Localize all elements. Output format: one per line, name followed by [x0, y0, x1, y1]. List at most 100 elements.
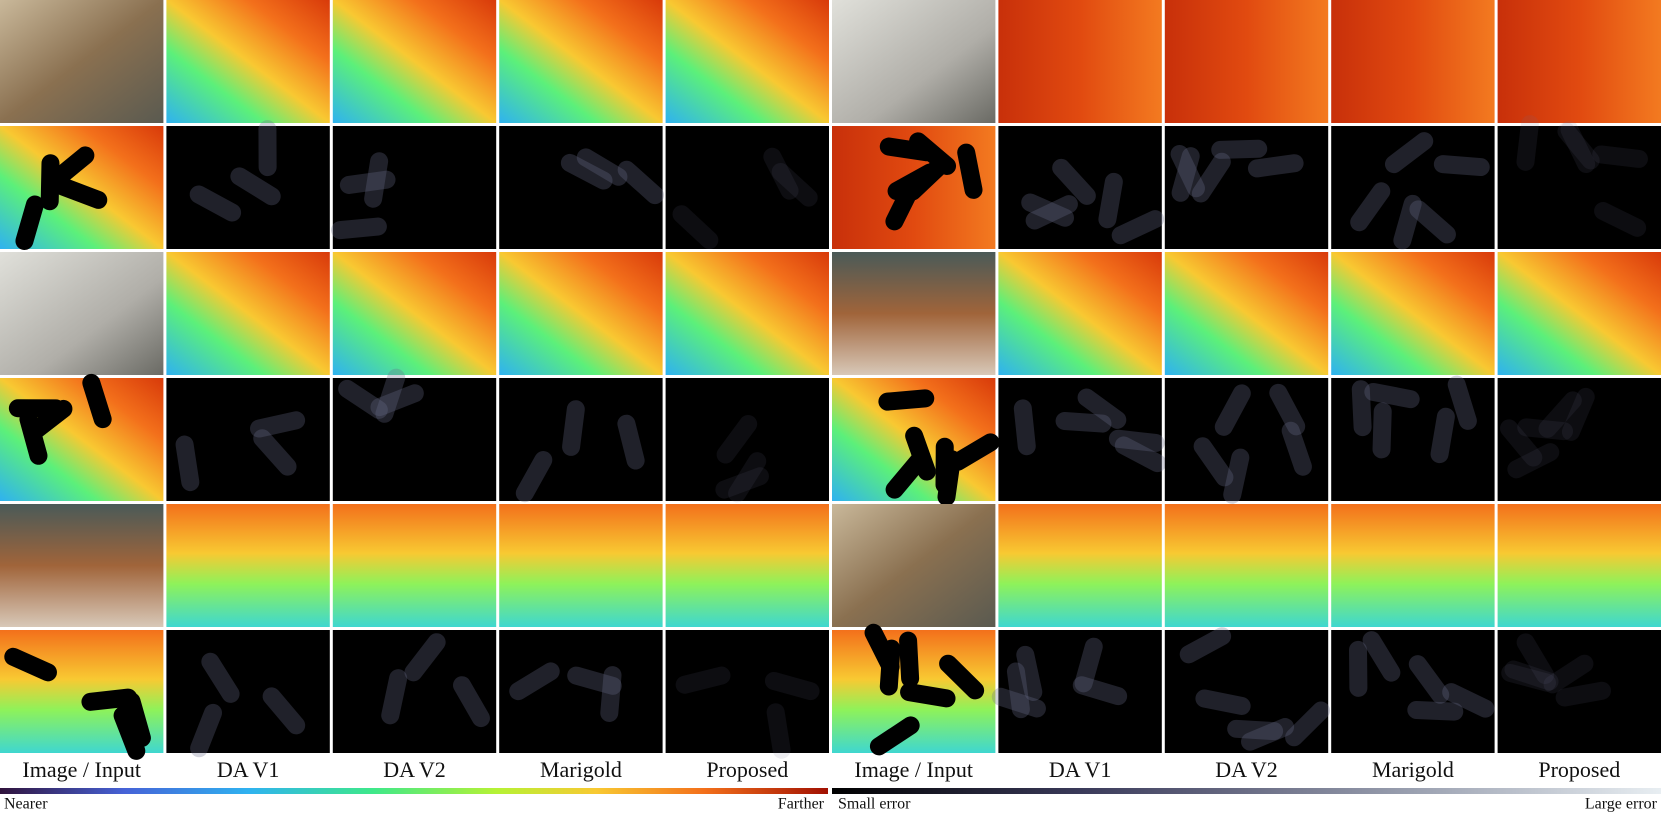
ground-truth-depth [0, 378, 164, 501]
error-map [998, 126, 1162, 249]
depth-map [1497, 252, 1661, 375]
error-map [998, 630, 1162, 753]
error-map [499, 378, 663, 501]
mask-stroke [728, 452, 767, 503]
mask-stroke [1351, 380, 1372, 437]
mask-stroke [253, 429, 297, 476]
mask-stroke [869, 716, 920, 756]
mask-stroke [190, 703, 223, 758]
mask-stroke [1433, 155, 1490, 177]
depth-map [332, 0, 497, 123]
depth-map [665, 504, 829, 627]
mask-stroke [381, 669, 408, 725]
mask-stroke [1393, 194, 1422, 250]
mask-stroke [1111, 210, 1165, 245]
mask-stroke [515, 451, 553, 503]
error-map [166, 630, 330, 753]
colorbar-end-label: Large error [1585, 796, 1658, 813]
mask-stroke [1407, 700, 1464, 721]
depth-map [665, 252, 829, 375]
column-label: DA V2 [383, 757, 446, 782]
mask-stroke [509, 662, 560, 701]
mask-stroke [1560, 120, 1596, 174]
error-map [166, 126, 330, 249]
error-map [499, 126, 663, 249]
error-map [166, 378, 330, 501]
mask-stroke [53, 177, 108, 209]
mask-stroke [1195, 689, 1251, 715]
mask-stroke [1052, 158, 1096, 205]
error-map [1164, 126, 1329, 249]
depth-map [1497, 504, 1661, 627]
depth-colorbar [0, 788, 828, 794]
mask-stroke [567, 666, 622, 695]
error-map [665, 630, 829, 753]
column-label: DA V2 [1215, 757, 1278, 782]
mask-stroke [1108, 429, 1165, 452]
mask-stroke [1193, 437, 1234, 487]
mask-stroke [1372, 402, 1392, 459]
colorbar-start-label: Small error [838, 796, 911, 813]
input-image [0, 504, 164, 627]
depth-map [1331, 504, 1495, 627]
mask-stroke [1077, 388, 1127, 429]
mask-stroke [617, 414, 645, 470]
mask-stroke [47, 146, 95, 189]
mask-stroke [1025, 195, 1078, 230]
colorbar-start-label: Nearer [4, 796, 48, 813]
mask-stroke [1006, 662, 1030, 719]
column-label: Marigold [1372, 757, 1454, 782]
mask-stroke [262, 687, 306, 735]
mask-stroke [404, 633, 446, 682]
mask-stroke [1501, 663, 1557, 692]
mask-stroke [1285, 701, 1331, 747]
mask-stroke [991, 687, 1046, 718]
mask-stroke [1561, 387, 1595, 441]
mask-stroke [764, 671, 820, 701]
mask-stroke [1247, 154, 1304, 178]
depth-map [499, 252, 663, 375]
mask-stroke [879, 137, 936, 162]
mask-stroke [766, 703, 791, 759]
mask-stroke [1098, 172, 1123, 229]
column-label: DA V1 [217, 757, 280, 782]
mask-stroke [1384, 132, 1434, 174]
mask-stroke [672, 205, 719, 250]
mask-stroke [81, 688, 138, 711]
depth-map [499, 0, 663, 123]
mask-stroke [1516, 633, 1555, 685]
mask-stroke [771, 162, 818, 207]
mask-stroke [1408, 655, 1450, 704]
mask-stroke [1281, 421, 1312, 476]
column-label: Image / Input [854, 757, 973, 782]
mask-stroke [1594, 202, 1647, 237]
error-colorbar [832, 788, 1661, 794]
mask-stroke [1409, 200, 1456, 244]
error-map [1497, 630, 1661, 753]
depth-map [499, 504, 663, 627]
error-map [665, 126, 829, 249]
input-image [0, 0, 164, 123]
mask-stroke [675, 666, 731, 694]
input-image [0, 252, 164, 375]
mask-stroke [562, 400, 585, 456]
input-image [832, 0, 996, 123]
depth-map [1331, 252, 1495, 375]
mask-stroke [600, 666, 622, 722]
input-image [832, 504, 996, 627]
mask-stroke [1170, 144, 1205, 198]
mask-stroke [1543, 654, 1594, 694]
mask-stroke [879, 639, 901, 696]
mask-stroke [1447, 375, 1477, 430]
mask-stroke [1171, 147, 1200, 202]
depth-map [1331, 0, 1495, 123]
tile-grid [0, 0, 1661, 760]
mask-stroke [560, 153, 613, 190]
mask-stroke [1211, 139, 1268, 159]
error-map [1331, 126, 1495, 249]
mask-stroke [250, 411, 306, 438]
mask-stroke [1227, 719, 1284, 741]
depth-map [332, 252, 497, 375]
mask-stroke [1013, 399, 1036, 456]
